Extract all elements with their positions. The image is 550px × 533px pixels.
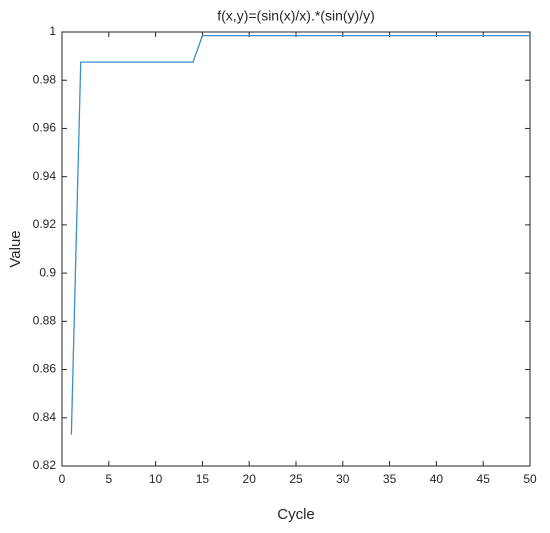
y-tick-label: 0.82 (33, 458, 57, 472)
x-tick-label: 10 (149, 472, 163, 486)
y-tick-label: 0.98 (33, 72, 57, 86)
x-tick-label: 35 (383, 472, 397, 486)
x-tick-label: 20 (243, 472, 257, 486)
y-tick-label: 0.86 (33, 362, 57, 376)
y-tick-label: 0.96 (33, 121, 57, 135)
x-tick-label: 30 (336, 472, 350, 486)
data-line (70, 34, 530, 435)
y-tick-label: 0.92 (33, 217, 57, 231)
x-axis-label: Cycle (277, 506, 315, 523)
x-tick-label: 50 (523, 472, 537, 486)
y-tick-label: 0.94 (33, 169, 57, 183)
chart-title: f(x,y)=(sin(x)/x).*(sin(y)/y) (217, 8, 375, 24)
x-tick-label: 45 (477, 472, 491, 486)
y-tick-label: 1 (49, 24, 56, 38)
y-axis-label: Value (7, 230, 24, 267)
x-tick-label: 0 (59, 472, 66, 486)
plot-area (61, 31, 531, 467)
x-tick-label: 25 (289, 472, 303, 486)
y-tick-label: 0.84 (33, 410, 57, 424)
x-tick-label: 5 (105, 472, 112, 486)
y-tick-label: 0.9 (39, 265, 56, 279)
y-tick-label: 0.88 (33, 314, 57, 328)
x-tick-label: 40 (430, 472, 444, 486)
x-tick-label: 15 (196, 472, 210, 486)
